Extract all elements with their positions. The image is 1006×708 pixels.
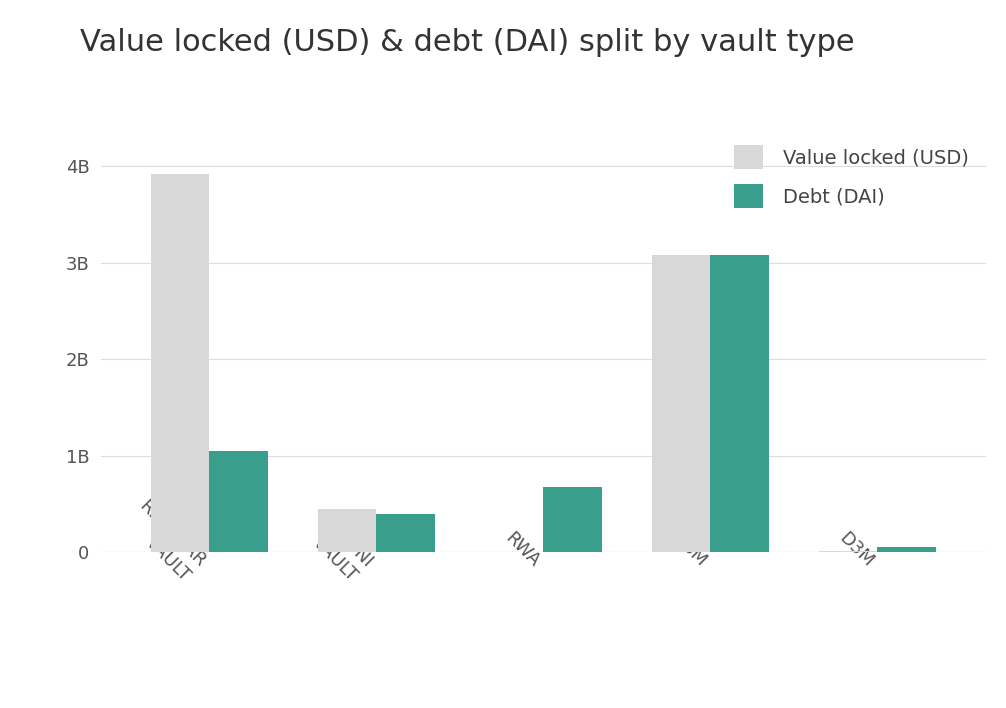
Bar [710, 255, 769, 552]
Legend: Value locked (USD), Debt (DAI): Value locked (USD), Debt (DAI) [726, 137, 976, 216]
Bar [376, 513, 435, 552]
Bar [151, 173, 209, 552]
Bar [877, 547, 936, 552]
Bar [318, 509, 376, 552]
Bar [652, 255, 710, 552]
Bar [209, 451, 268, 552]
Text: Value locked (USD) & debt (DAI) split by vault type: Value locked (USD) & debt (DAI) split by… [80, 28, 855, 57]
Bar [543, 486, 602, 552]
Bar [819, 551, 877, 552]
